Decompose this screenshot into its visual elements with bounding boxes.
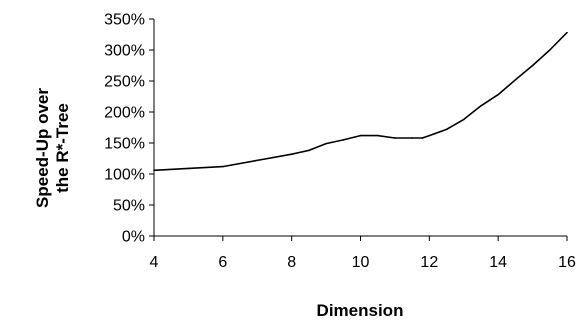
y-tick-label: 0%: [122, 229, 145, 246]
x-tick-label: 14: [489, 254, 507, 271]
x-axis-title: Dimension: [317, 301, 404, 320]
y-tick-label: 150%: [104, 136, 145, 153]
data-point: [445, 128, 448, 131]
data-point: [548, 49, 551, 51]
x-tick-label: 4: [150, 254, 159, 271]
data-point: [497, 93, 499, 96]
y-axis-title-line1: Speed-Up over: [33, 88, 52, 208]
data-point: [153, 169, 155, 172]
y-tick-label: 350%: [104, 12, 145, 29]
y-tick-label: 250%: [104, 74, 145, 91]
y-axis-title-line2: the R*-Tree: [53, 103, 72, 193]
y-tick-label: 50%: [113, 198, 145, 215]
y-tick-label: 100%: [104, 167, 145, 184]
data-point: [256, 159, 259, 162]
data-point: [514, 78, 517, 81]
data-point: [222, 165, 224, 168]
data-point: [411, 137, 413, 139]
x-axis: 4 6 8 10 12 14 16: [150, 235, 576, 271]
x-tick-label: 12: [420, 254, 438, 271]
data-point: [290, 153, 293, 155]
series-layer: [153, 31, 568, 172]
x-tick-label: 16: [558, 254, 576, 271]
x-tick-label: 10: [352, 254, 370, 271]
data-point: [308, 149, 310, 152]
data-point: [342, 139, 345, 141]
data-point: [394, 137, 396, 139]
y-tick-label: 200%: [104, 105, 145, 122]
data-point: [325, 142, 327, 145]
data-point: [480, 105, 482, 107]
y-axis: 0% 50% 100% 150% 200% 250% 300% 350%: [104, 12, 155, 246]
series-line: [153, 32, 568, 172]
x-tick-label: 6: [218, 254, 227, 271]
data-point: [376, 134, 379, 137]
data-point: [421, 137, 424, 139]
data-point: [187, 167, 190, 170]
y-tick-label: 300%: [104, 43, 145, 60]
data-point: [359, 134, 362, 137]
data-point: [462, 118, 465, 121]
x-tick-label: 8: [287, 254, 296, 271]
data-point: [566, 31, 568, 34]
data-point: [428, 134, 431, 137]
data-point: [531, 64, 534, 67]
